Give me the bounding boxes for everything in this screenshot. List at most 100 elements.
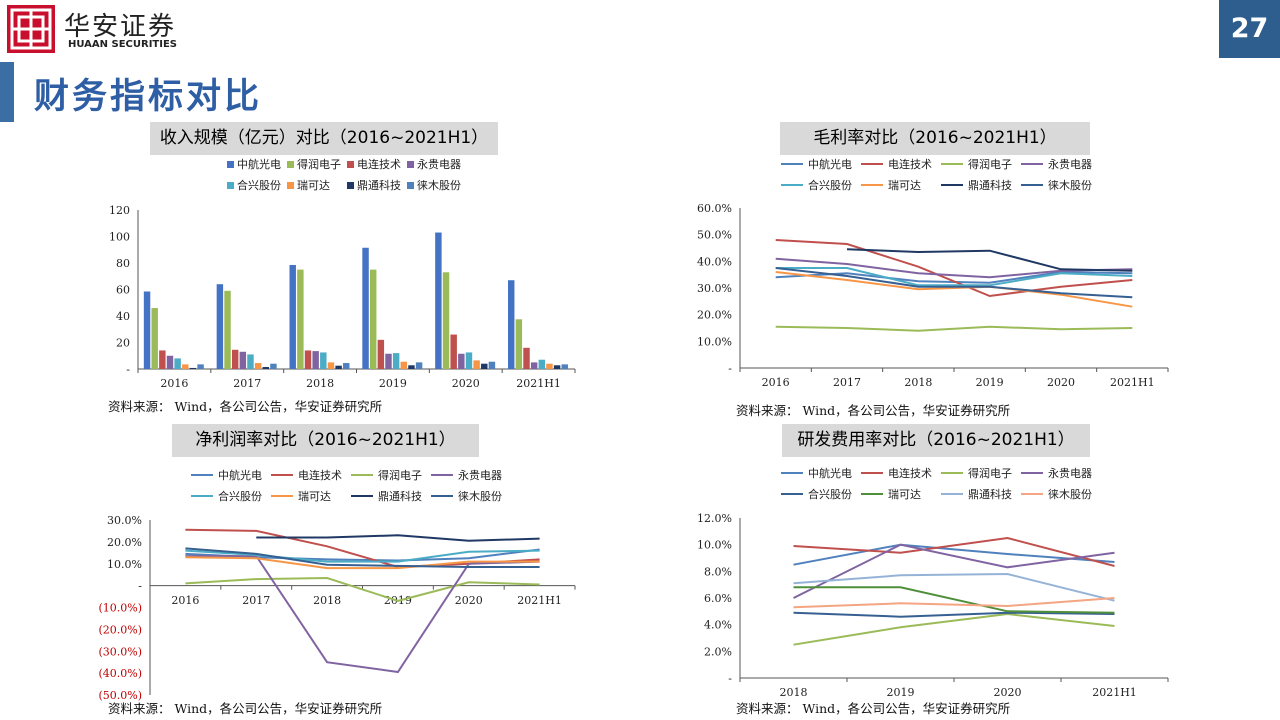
bar [377,339,385,369]
series-line [775,267,1133,287]
bar [174,358,181,369]
series-line [185,576,540,602]
bar [515,319,523,369]
series-line [775,239,1133,298]
x-tick-label: 2021H1 [516,377,561,390]
legend-label: 中航光电 [218,468,262,482]
series-line [846,248,1133,272]
brand-name-en: HUAAN SECURITIES [68,39,177,50]
series-line [775,267,1133,299]
y-tick-label: 80 [116,257,130,270]
bar [392,353,400,369]
series-line [775,325,1133,332]
bar [247,354,254,369]
bar [450,334,457,369]
x-tick-label: 2018 [306,377,334,390]
bar [239,351,247,369]
slide-header: 华安证券 HUAAN SECURITIES 27 [0,0,1280,60]
rd-ratio-chart-title: 研发费用率对比（2016~2021H1） [782,424,1090,457]
x-tick-label: 2016 [160,377,188,390]
legend-swatch [227,182,234,189]
bar [289,264,296,369]
series-line [793,543,1115,566]
x-tick-label: 2017 [233,377,261,390]
bar [465,352,473,369]
bar [189,367,197,369]
series-line [793,543,1115,599]
y-tick-label: 20 [116,337,130,350]
y-tick-label: 8.0% [704,565,732,578]
y-tick-label: 20.0% [107,536,142,549]
x-tick-label: 2017 [242,594,270,607]
net-margin-chart-title: 净利润率对比（2016~2021H1） [172,424,479,457]
legend-label: 徕木股份 [1048,178,1092,192]
bar [415,362,423,369]
bar [458,353,465,369]
x-tick-label: 2021H1 [517,594,562,607]
legend-label: 鼎通科技 [968,487,1012,501]
legend-label: 电连技术 [298,469,342,482]
series-line [793,536,1115,567]
series-line [185,555,540,674]
legend-label: 得润电子 [968,466,1012,480]
bar [297,269,304,369]
bar [262,367,269,369]
legend-label: 鼎通科技 [968,178,1012,192]
y-tick-label: - [126,363,130,376]
bar [335,365,342,369]
legend-label: 电连技术 [888,158,932,171]
x-tick-label: 2019 [379,377,407,390]
bar [231,349,239,369]
legend-swatch [407,182,414,189]
legend-label: 电连技术 [357,158,401,171]
y-tick-label: (10.0%) [98,602,142,615]
y-tick-label: 50.0% [697,229,732,242]
legend-label: 得润电子 [297,157,341,171]
x-tick-label: 2018 [904,376,932,389]
legend-label: 鼎通科技 [378,489,422,503]
x-tick-label: 2018 [313,594,341,607]
bar [362,247,369,369]
y-tick-label: 12.0% [697,512,732,525]
legend-label: 得润电子 [378,468,422,482]
bar [343,363,350,369]
x-tick-label: 2017 [833,376,861,389]
legend-swatch [407,161,414,168]
legend-label: 合兴股份 [808,487,852,501]
bar [473,360,480,369]
bar [385,353,392,369]
legend-label: 徕木股份 [417,178,461,192]
bar [481,363,488,369]
bar [166,355,174,369]
legend-label: 合兴股份 [237,178,281,192]
legend-swatch [347,161,354,168]
bar [488,361,496,369]
bar [197,364,204,369]
y-tick-label: 30.0% [107,514,142,527]
huaan-logo-icon [7,5,55,53]
legend-label: 中航光电 [808,466,852,480]
revenue-source-note: 资料来源： Wind，各公司公告，华安证券研究所 [108,399,383,414]
bar [530,362,538,369]
bar [553,365,561,369]
y-tick-label: (50.0%) [98,689,142,702]
legend-label: 中航光电 [237,157,281,171]
series-line [185,556,540,570]
bar [327,362,335,369]
legend-swatch [287,161,294,168]
x-tick-label: 2019 [887,686,915,699]
legend-swatch [227,161,234,168]
y-tick-label: 40 [116,310,130,323]
bar [435,232,442,369]
bar [224,290,231,369]
y-tick-label: 20.0% [697,309,732,322]
legend-label: 永贵电器 [417,157,461,171]
bar [561,364,568,369]
legend-label: 瑞可达 [888,487,921,501]
bar [442,272,450,369]
y-tick-label: - [728,672,732,685]
legend-label: 得润电子 [968,157,1012,171]
